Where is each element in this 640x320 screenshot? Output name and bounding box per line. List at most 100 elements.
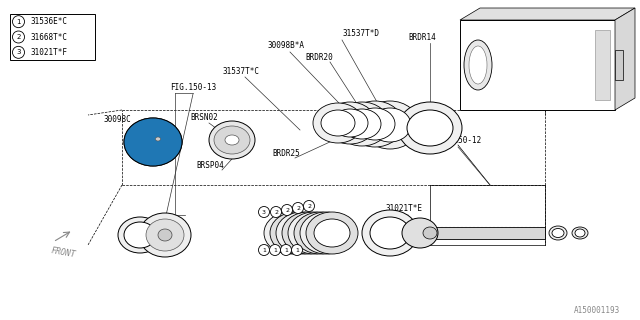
Ellipse shape <box>214 126 250 154</box>
Ellipse shape <box>146 219 184 251</box>
Text: 2: 2 <box>296 205 300 211</box>
Ellipse shape <box>158 229 172 241</box>
Circle shape <box>271 206 282 218</box>
Circle shape <box>13 46 24 58</box>
Ellipse shape <box>572 227 588 239</box>
Ellipse shape <box>131 124 175 160</box>
Circle shape <box>259 244 269 255</box>
Ellipse shape <box>294 212 346 254</box>
Ellipse shape <box>300 212 352 254</box>
Text: 1: 1 <box>273 247 277 252</box>
Text: 31537T*C: 31537T*C <box>222 67 259 76</box>
Bar <box>615 50 623 80</box>
Text: 1: 1 <box>16 19 20 25</box>
Circle shape <box>13 31 24 43</box>
Ellipse shape <box>332 109 368 137</box>
Ellipse shape <box>278 219 314 247</box>
Text: 1: 1 <box>295 247 299 252</box>
Ellipse shape <box>575 229 585 237</box>
Polygon shape <box>460 8 635 20</box>
Circle shape <box>282 204 292 215</box>
Text: BRSP04: BRSP04 <box>196 161 224 170</box>
Text: A150001193: A150001193 <box>573 306 620 315</box>
Bar <box>150 118 156 166</box>
Text: BRSN02: BRSN02 <box>190 113 218 122</box>
Circle shape <box>259 206 269 218</box>
Ellipse shape <box>142 133 164 151</box>
Text: 30098C: 30098C <box>103 115 131 124</box>
Text: 31668T*C: 31668T*C <box>30 33 67 42</box>
Ellipse shape <box>464 40 492 90</box>
Ellipse shape <box>314 219 350 247</box>
Ellipse shape <box>361 101 419 149</box>
Ellipse shape <box>302 219 338 247</box>
Bar <box>595 30 610 100</box>
Ellipse shape <box>124 118 182 166</box>
Text: 31021T*F: 31021T*F <box>30 48 67 57</box>
Text: BRDR25: BRDR25 <box>272 149 300 158</box>
Ellipse shape <box>290 219 326 247</box>
Ellipse shape <box>313 103 363 143</box>
Text: 2: 2 <box>285 207 289 212</box>
Ellipse shape <box>308 219 344 247</box>
Ellipse shape <box>407 110 453 146</box>
Ellipse shape <box>124 118 182 166</box>
Ellipse shape <box>306 212 358 254</box>
Circle shape <box>269 244 280 255</box>
Text: 31536E*C: 31536E*C <box>30 17 67 26</box>
Polygon shape <box>615 8 635 110</box>
Text: 2: 2 <box>274 210 278 214</box>
Ellipse shape <box>335 102 389 146</box>
Ellipse shape <box>398 102 462 154</box>
Text: FIG.150-12: FIG.150-12 <box>435 136 481 145</box>
Ellipse shape <box>276 212 328 254</box>
Ellipse shape <box>225 135 239 145</box>
Ellipse shape <box>347 101 403 147</box>
Text: BRDR15: BRDR15 <box>350 131 378 140</box>
Ellipse shape <box>139 213 191 257</box>
Text: 1: 1 <box>262 247 266 252</box>
Text: FRONT: FRONT <box>50 246 76 259</box>
Text: BRDR14: BRDR14 <box>408 33 436 42</box>
Ellipse shape <box>552 228 564 237</box>
Text: 2: 2 <box>307 204 311 209</box>
Bar <box>430 227 545 239</box>
Ellipse shape <box>272 219 308 247</box>
Text: 2: 2 <box>16 34 20 40</box>
Ellipse shape <box>282 212 334 254</box>
Ellipse shape <box>118 217 162 253</box>
Ellipse shape <box>369 108 411 142</box>
Ellipse shape <box>156 137 161 141</box>
Text: 3: 3 <box>262 210 266 214</box>
Ellipse shape <box>355 108 395 140</box>
Ellipse shape <box>296 219 332 247</box>
Ellipse shape <box>423 227 437 239</box>
Circle shape <box>303 201 314 212</box>
Ellipse shape <box>370 217 410 249</box>
Ellipse shape <box>270 212 322 254</box>
Text: 1: 1 <box>284 247 288 252</box>
Circle shape <box>13 16 24 28</box>
Ellipse shape <box>209 121 255 159</box>
Ellipse shape <box>284 219 320 247</box>
Text: 30098B*A: 30098B*A <box>267 41 304 50</box>
Text: FIG.150-13: FIG.150-13 <box>170 83 216 92</box>
Ellipse shape <box>324 102 376 144</box>
Text: 3: 3 <box>16 49 20 55</box>
Ellipse shape <box>549 226 567 240</box>
Text: BRDR20: BRDR20 <box>305 53 333 62</box>
Text: 31021T*E: 31021T*E <box>385 204 422 213</box>
Ellipse shape <box>288 212 340 254</box>
Ellipse shape <box>321 110 355 136</box>
Circle shape <box>292 203 303 213</box>
Ellipse shape <box>124 222 156 248</box>
Bar <box>10 14 95 60</box>
Ellipse shape <box>343 109 381 139</box>
Ellipse shape <box>264 212 316 254</box>
Circle shape <box>291 244 303 255</box>
Bar <box>133 134 173 150</box>
Text: BRDR16: BRDR16 <box>363 119 391 128</box>
Ellipse shape <box>469 46 487 84</box>
Ellipse shape <box>402 218 438 248</box>
Bar <box>460 20 615 110</box>
